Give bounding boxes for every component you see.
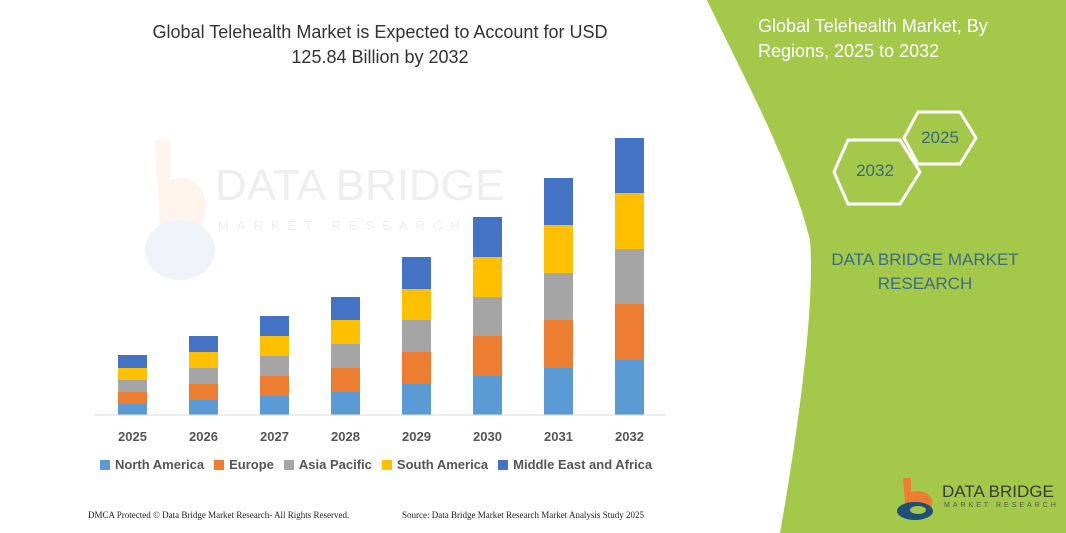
bar-segment-2029-north-america [402,384,431,415]
bar-segment-2031-europe [544,320,573,368]
legend-label: Europe [229,457,274,472]
bar-segment-2030-europe [473,336,502,376]
bar-segment-2028-europe [331,368,360,392]
title-line-1: Global Telehealth Market is Expected to … [152,22,608,42]
side-title-line-2: Regions, 2025 to 2032 [758,41,940,61]
bar-segment-2030-middle-east-and-africa [473,217,502,257]
bar-segment-2025-asia-pacific [118,380,147,392]
x-tick-label: 2030 [473,429,502,444]
bar-segment-2026-asia-pacific [189,368,218,384]
bar-segment-2027-asia-pacific [260,356,289,376]
chart-title: Global Telehealth Market is Expected to … [120,20,640,70]
legend-label: Middle East and Africa [513,457,653,472]
bar-segment-2032-asia-pacific [615,249,644,304]
bar-segment-2031-south-america [544,225,573,273]
bar-segment-2027-north-america [260,396,289,415]
bar-segment-2032-middle-east-and-africa [615,138,644,193]
brand-line-1: DATA BRIDGE MARKET [831,250,1019,269]
legend-label: Asia Pacific [298,457,372,472]
chart-legend: North America Europe Asia Pacific South Ame… [100,457,652,472]
bar-segment-2029-asia-pacific [402,320,431,352]
footer-source: Source: Data Bridge Market Research Mark… [402,510,644,520]
bar-segment-2026-europe [189,384,218,400]
logo-subtitle: MARKET RESEARCH [944,502,1059,509]
hexagon-2025 [902,110,978,166]
logo-name: DATA BRIDGE [942,482,1054,501]
bar-segment-2032-europe [615,304,644,360]
bar-segment-2029-middle-east-and-africa [402,257,431,289]
bar-segment-2030-north-america [473,376,502,415]
x-tick-label: 2026 [189,429,218,444]
bar-segment-2027-middle-east-and-africa [260,316,289,336]
stacked-bar-chart: 2025 2026 2027 2028 2029 2030 2031 2032 [118,138,644,444]
hexagon-2032 [832,138,922,206]
bar-segment-2032-north-america [615,360,644,415]
bar-segment-2025-north-america [118,404,147,415]
bar-segment-2026-middle-east-and-africa [189,336,218,352]
legend-swatch [100,459,110,470]
brand-line-2: RESEARCH [877,274,973,293]
bar-segment-2027-europe [260,376,289,396]
bar-segment-2029-south-america [402,289,431,320]
legend-item: Europe [214,457,274,472]
legend-label: North America [115,457,205,472]
side-title-line-1: Global Telehealth Market, By [758,16,988,36]
bar-segment-2031-middle-east-and-africa [544,178,573,225]
x-tick-label: 2029 [402,429,431,444]
x-tick-label: 2028 [331,429,360,444]
brand-logo-icon [897,478,933,520]
x-tick-label: 2027 [260,429,289,444]
bar-segment-2025-europe [118,392,147,404]
watermark-logo: DATA BRIDGE MARKET RESEARCH [145,140,504,280]
bar-segment-2029-europe [402,352,431,384]
legend-swatch [214,459,225,470]
bar-segment-2026-north-america [189,400,218,415]
bar-segment-2025-middle-east-and-africa [118,355,147,368]
x-tick-label: 2031 [544,429,573,444]
bar-segment-2031-asia-pacific [544,273,573,320]
side-brand-text: DATA BRIDGE MARKET RESEARCH [820,248,1030,296]
bar-segment-2025-south-america [118,368,147,380]
legend-swatch [498,459,509,470]
bar-segment-2028-south-america [331,320,360,344]
x-tick-label: 2025 [118,429,147,444]
bar-segment-2026-south-america [189,352,218,368]
svg-text:DATA BRIDGE: DATA BRIDGE [215,161,504,210]
hex-label-2025: 2025 [921,128,959,147]
bar-segment-2028-middle-east-and-africa [331,297,360,320]
legend-item: Asia Pacific [283,457,372,472]
legend-swatch [283,459,294,470]
svg-text:MARKET RESEARCH: MARKET RESEARCH [218,218,468,233]
legend-swatch [381,459,392,470]
bar-segment-2028-asia-pacific [331,344,360,368]
bar-segment-2030-south-america [473,257,502,297]
bar-segment-2031-north-america [544,368,573,415]
bar-segment-2030-asia-pacific [473,297,502,336]
green-side-panel [707,0,1066,533]
legend-item: North America [100,457,204,472]
title-line-2: 125.84 Billion by 2032 [291,47,469,67]
bar-segment-2028-north-america [331,392,360,415]
footer-copyright: DMCA Protected © Data Bridge Market Rese… [88,510,350,520]
bar-segment-2032-south-america [615,193,644,249]
bar-segment-2027-south-america [260,336,289,356]
legend-item: Middle East and Africa [498,457,652,472]
side-panel-title: Global Telehealth Market, By Regions, 20… [758,14,1058,64]
x-tick-label: 2032 [615,429,644,444]
hex-label-2032: 2032 [856,161,894,180]
legend-label: South America [396,457,489,472]
legend-item: South America [381,457,489,472]
